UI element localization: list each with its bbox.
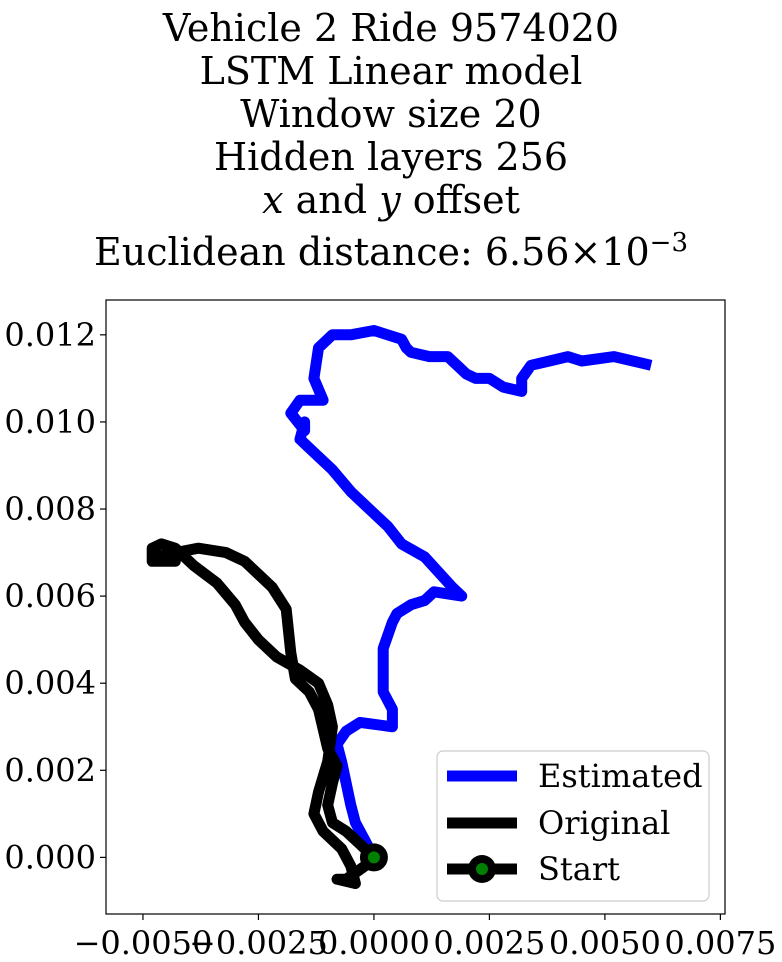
plot-frame <box>105 299 726 915</box>
title-line-4: Hidden layers 256 <box>213 135 569 179</box>
legend-estimated-label: Estimated <box>538 757 703 795</box>
title-line-6: Euclidean distance: 6.56×10−3 <box>0 221 782 274</box>
title-y-var: y <box>379 178 401 222</box>
x-tick-label: −0.0050 <box>74 924 213 962</box>
series-estimated-line <box>285 325 653 860</box>
x-tick-label: 0.0075 <box>664 924 776 962</box>
legend-original-label: Original <box>538 804 670 842</box>
title-offset: offset <box>400 178 520 222</box>
y-tick-label: 0.012 <box>4 316 96 354</box>
title-line-5: x and y offset <box>0 178 782 222</box>
title-distance: Euclidean distance: 6.56×10 <box>94 230 650 274</box>
x-tick-label: 0.0050 <box>549 924 661 962</box>
legend-start-label: Start <box>538 850 620 888</box>
y-tick-label: 0.010 <box>4 403 96 441</box>
title-and: and <box>283 178 380 222</box>
y-tick-label: 0.008 <box>4 490 96 528</box>
y-tick-label: 0.006 <box>4 577 96 615</box>
x-tick-label: 0.0025 <box>433 924 545 962</box>
series-layer <box>146 325 653 889</box>
x-tick-label: 0.0000 <box>318 924 430 962</box>
y-tick-label: 0.000 <box>4 838 96 876</box>
legend: Estimated Original Start <box>436 750 710 902</box>
title-line-1: Vehicle 2 Ride 9574020 <box>162 6 620 50</box>
title-distance-exponent: −3 <box>649 228 688 258</box>
legend-start-marker-inner <box>476 863 488 875</box>
title-x-var: x <box>262 178 284 222</box>
title-line-3: Window size 20 <box>240 92 542 136</box>
x-tick-label: −0.0025 <box>189 924 328 962</box>
start-marker-inner <box>367 851 380 864</box>
series-original-line <box>146 538 378 889</box>
y-tick-label: 0.004 <box>4 664 96 702</box>
title-line-2: LSTM Linear model <box>199 49 583 93</box>
y-tick-label: 0.002 <box>4 751 96 789</box>
